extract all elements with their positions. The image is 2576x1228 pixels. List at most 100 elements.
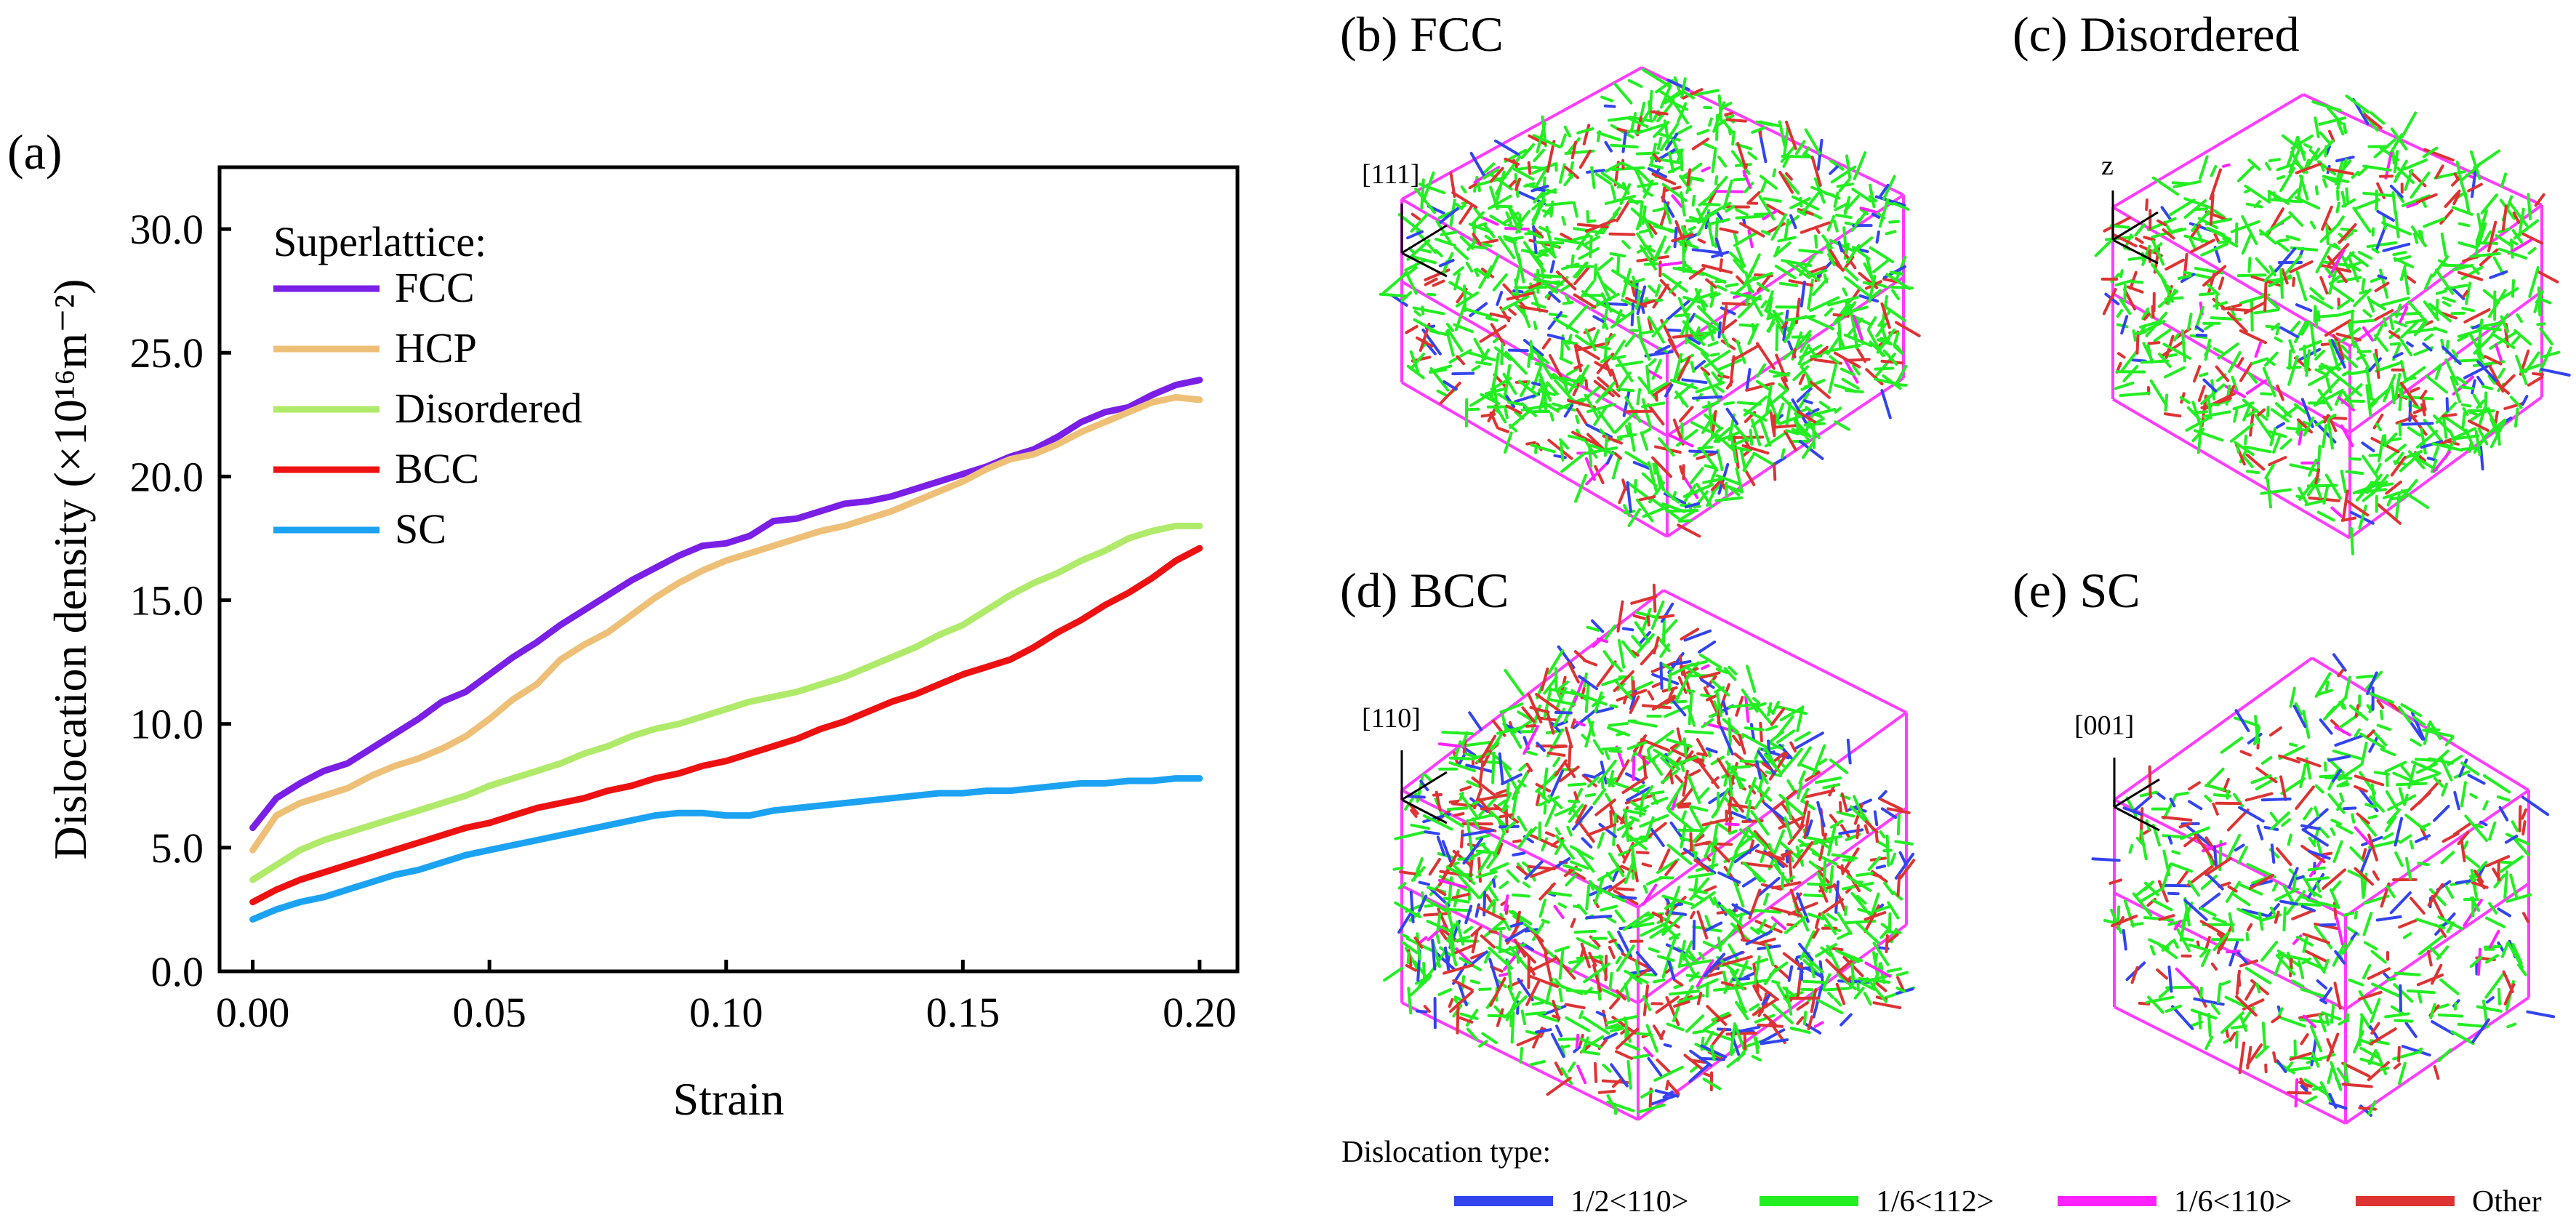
- dislocation-sixth-112: [1508, 945, 1530, 972]
- dislocation-sixth-112: [2439, 978, 2460, 995]
- dislocation-sixth-112: [1621, 640, 1637, 659]
- dislocation-sixth-112: [1599, 302, 1627, 318]
- dislocation-half-110: [1875, 864, 1886, 870]
- dislocation-other: [1689, 910, 1696, 920]
- dislocation-sixth-110: [1417, 936, 1428, 945]
- dislocation-sixth-112: [1597, 986, 1621, 1000]
- dislocation-sixth-112: [2308, 888, 2322, 899]
- dislocation-sixth-112: [1783, 218, 1790, 239]
- dislocation-other: [1778, 170, 1794, 194]
- dislocation-sixth-112: [2412, 773, 2439, 784]
- dislocation-half-110: [2155, 791, 2166, 800]
- dislocation-sixth-112: [2295, 494, 2306, 499]
- dislocation-sixth-112: [2258, 911, 2264, 931]
- dislocation-half-110: [2160, 206, 2173, 222]
- dislocation-sixth-112: [1517, 815, 1528, 832]
- dislocation-other: [2467, 420, 2489, 432]
- dislocation-sixth-112: [1768, 369, 1790, 377]
- dislocation-sixth-112: [1702, 940, 1717, 950]
- dislocation-other: [1803, 810, 1811, 839]
- dislocation-sixth-112: [1754, 786, 1770, 809]
- dislocation-sixth-112: [1667, 809, 1694, 832]
- dislocation-half-110: [1504, 926, 1529, 942]
- dislocation-other: [1615, 887, 1635, 891]
- dislocation-sixth-112: [1842, 287, 1848, 297]
- dislocation-other: [1807, 265, 1827, 275]
- dislocation-sixth-112: [2335, 824, 2354, 835]
- dislocation-sixth-112: [1742, 454, 1755, 472]
- dislocation-sixth-112: [1725, 282, 1739, 288]
- dislocation-other: [2204, 936, 2211, 951]
- dislocation-other: [1416, 336, 1434, 348]
- dislocation-sixth-112: [2480, 193, 2498, 214]
- dislocation-other: [1621, 776, 1648, 795]
- panel-e-sc: (e) SC [001]: [2013, 563, 2556, 1125]
- dislocation-half-110: [1846, 738, 1852, 765]
- dislocation-other: [2500, 374, 2516, 390]
- dislocation-other: [1584, 379, 1589, 390]
- dislocation-sixth-112: [2264, 463, 2275, 480]
- dislocation-sixth-112: [1504, 237, 1517, 244]
- dislocation-half-110: [1443, 380, 1458, 391]
- dislocation-other: [1596, 660, 1617, 687]
- dislocation-sixth-112: [1829, 159, 1845, 171]
- dislocation-sixth-112: [1755, 380, 1771, 391]
- dislocation-half-110: [1585, 915, 1613, 920]
- orientation-axes: [2113, 758, 2160, 832]
- dislocation-sixth-112: [1756, 281, 1770, 292]
- dislocation-sixth-112: [2341, 937, 2354, 955]
- dislocation-sixth-112: [2230, 891, 2251, 907]
- dislocation-sixth-112: [2371, 227, 2375, 237]
- dislocation-sixth-112: [1610, 143, 1639, 149]
- dislocation-sixth-112: [2324, 145, 2328, 158]
- dislocation-other: [2143, 236, 2156, 241]
- dislocation-sixth-112: [1426, 292, 1437, 297]
- dislocation-sixth-112: [1504, 350, 1528, 375]
- dislocation-sixth-112: [2272, 434, 2282, 454]
- dislocation-sixth-112: [1563, 342, 1570, 351]
- dislocation-sixth-112: [2457, 241, 2478, 249]
- dislocation-sixth-112: [1615, 955, 1622, 965]
- dislocation-half-110: [2319, 998, 2328, 1005]
- dislocation-sixth-112: [1738, 832, 1757, 848]
- dislocation-other: [2492, 380, 2511, 395]
- dislocation-half-110: [1692, 920, 1696, 950]
- dislocation-other: [1739, 222, 1765, 238]
- dislocation-sixth-112: [1443, 814, 1464, 828]
- dislocation-other: [2183, 836, 2197, 848]
- dislocation-half-110: [2485, 996, 2495, 1004]
- dislocation-sixth-110: [1576, 1064, 1587, 1085]
- dislocation-sixth-110: [2298, 430, 2303, 446]
- y-axis-ticks: 0.05.010.015.020.025.030.0: [130, 206, 231, 995]
- dislocation-sixth-112: [2410, 738, 2422, 747]
- dislocation-sixth-112: [1610, 185, 1617, 201]
- dislocation-sixth-112: [2351, 813, 2356, 824]
- dislocation-sixth-112: [1711, 837, 1718, 870]
- dislocation-sixth-112: [2314, 349, 2326, 361]
- dislocation-sixth-112: [1688, 340, 1703, 352]
- dislocation-sixth-112: [1826, 912, 1838, 922]
- panel-label-e: (e) SC: [2013, 563, 2140, 618]
- dislocation-sixth-112: [1554, 827, 1561, 835]
- dislocation-sixth-112: [2241, 233, 2252, 255]
- dislocation-other: [1694, 840, 1712, 847]
- dislocation-other: [1742, 447, 1754, 457]
- dislocation-sixth-112: [1680, 191, 1686, 217]
- dislocation-sixth-112: [1680, 951, 1697, 976]
- dislocation-sixth-112: [1749, 1003, 1760, 1011]
- dislocation-other: [1573, 265, 1592, 286]
- dislocation-sixth-112: [1562, 339, 1578, 345]
- dislocation-sixth-112: [1701, 142, 1715, 149]
- dislocation-other: [1647, 690, 1655, 701]
- dislocation-other: [1676, 356, 1691, 383]
- dislocation-sixth-112: [2314, 185, 2319, 196]
- dislocation-other: [1796, 1001, 1809, 1011]
- dislocation-sixth-112: [1809, 354, 1823, 358]
- dislocation-half-110: [1555, 857, 1571, 868]
- dislocation-sixth-112: [2506, 941, 2524, 968]
- dislocation-sixth-112: [2303, 1095, 2317, 1104]
- dislocation-other: [2453, 172, 2460, 181]
- dislocation-sixth-112: [2508, 201, 2529, 227]
- dislocation-sixth-112: [1826, 944, 1842, 974]
- dislocation-other: [1754, 849, 1785, 861]
